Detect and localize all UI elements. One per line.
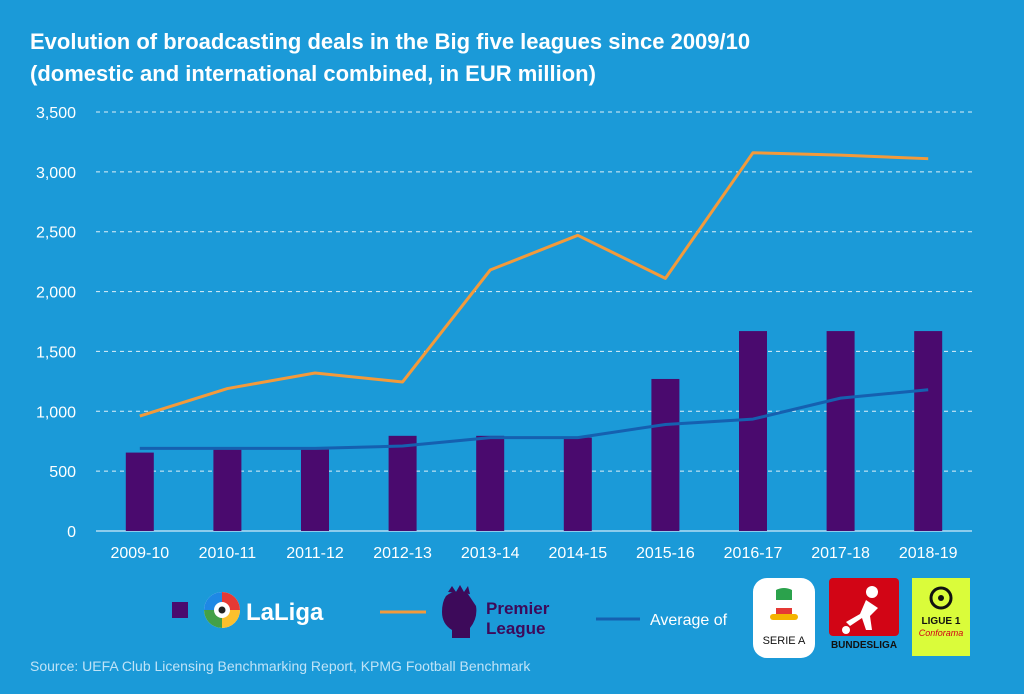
bar-laliga <box>826 331 855 531</box>
x-tick-label: 2013-14 <box>461 545 520 562</box>
chart-title-line-2: (domestic and international combined, in… <box>30 61 596 86</box>
y-tick-label: 0 <box>67 524 76 541</box>
line-average <box>139 388 929 450</box>
x-tick-label: 2010-11 <box>199 545 257 562</box>
bar-laliga <box>563 437 592 531</box>
y-tick-label: 3,000 <box>36 165 76 182</box>
x-tick-label: 2016-17 <box>724 545 783 562</box>
x-tick-label: 2014-15 <box>548 545 607 562</box>
bar-laliga <box>476 435 505 531</box>
bar-laliga <box>739 331 767 531</box>
x-tick-label: 2018-19 <box>899 545 958 562</box>
x-tick-label: 2017-18 <box>811 545 870 562</box>
x-tick-label: 2015-16 <box>636 545 695 562</box>
bar-laliga <box>213 449 242 531</box>
y-tick-label: 1,000 <box>36 404 76 421</box>
y-tick-label: 500 <box>49 464 76 481</box>
bar-laliga <box>301 449 329 531</box>
y-tick-label: 2,500 <box>36 225 76 242</box>
x-tick-label: 2011-12 <box>286 545 344 562</box>
bar-laliga <box>388 435 417 531</box>
x-tick-label: 2009-10 <box>110 545 169 562</box>
bar-laliga <box>125 452 154 531</box>
x-tick-label: 2012-13 <box>373 545 432 562</box>
y-tick-label: 3,500 <box>36 105 76 122</box>
bar-laliga <box>914 331 943 531</box>
bar-laliga <box>651 378 680 531</box>
chart-title-line-1: Evolution of broadcasting deals in the B… <box>30 29 751 54</box>
y-tick-label: 1,500 <box>36 344 76 361</box>
source-note: Source: UEFA Club Licensing Benchmarking… <box>30 658 531 674</box>
line-premier-league <box>139 151 929 418</box>
chart-title: Evolution of broadcasting deals in the B… <box>30 26 750 90</box>
y-tick-label: 2,000 <box>36 285 76 302</box>
